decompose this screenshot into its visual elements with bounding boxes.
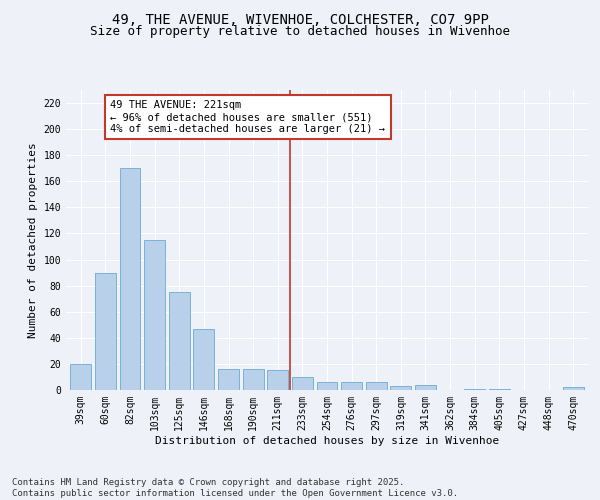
Bar xyxy=(563,388,584,390)
Text: 49 THE AVENUE: 221sqm
← 96% of detached houses are smaller (551)
4% of semi-deta: 49 THE AVENUE: 221sqm ← 96% of detached … xyxy=(110,100,385,134)
X-axis label: Distribution of detached houses by size in Wivenhoe: Distribution of detached houses by size … xyxy=(155,436,499,446)
Bar xyxy=(391,386,412,390)
Text: Size of property relative to detached houses in Wivenhoe: Size of property relative to detached ho… xyxy=(90,25,510,38)
Bar xyxy=(70,364,91,390)
Bar xyxy=(366,382,387,390)
Bar xyxy=(341,382,362,390)
Bar xyxy=(242,369,263,390)
Text: 49, THE AVENUE, WIVENHOE, COLCHESTER, CO7 9PP: 49, THE AVENUE, WIVENHOE, COLCHESTER, CO… xyxy=(112,12,488,26)
Bar xyxy=(464,388,485,390)
Bar xyxy=(292,377,313,390)
Bar xyxy=(267,370,288,390)
Bar xyxy=(218,369,239,390)
Bar xyxy=(144,240,165,390)
Bar xyxy=(119,168,140,390)
Bar xyxy=(317,382,337,390)
Bar xyxy=(95,272,116,390)
Bar xyxy=(415,385,436,390)
Text: Contains HM Land Registry data © Crown copyright and database right 2025.
Contai: Contains HM Land Registry data © Crown c… xyxy=(12,478,458,498)
Bar xyxy=(169,292,190,390)
Bar xyxy=(193,328,214,390)
Y-axis label: Number of detached properties: Number of detached properties xyxy=(28,142,38,338)
Bar xyxy=(489,388,510,390)
